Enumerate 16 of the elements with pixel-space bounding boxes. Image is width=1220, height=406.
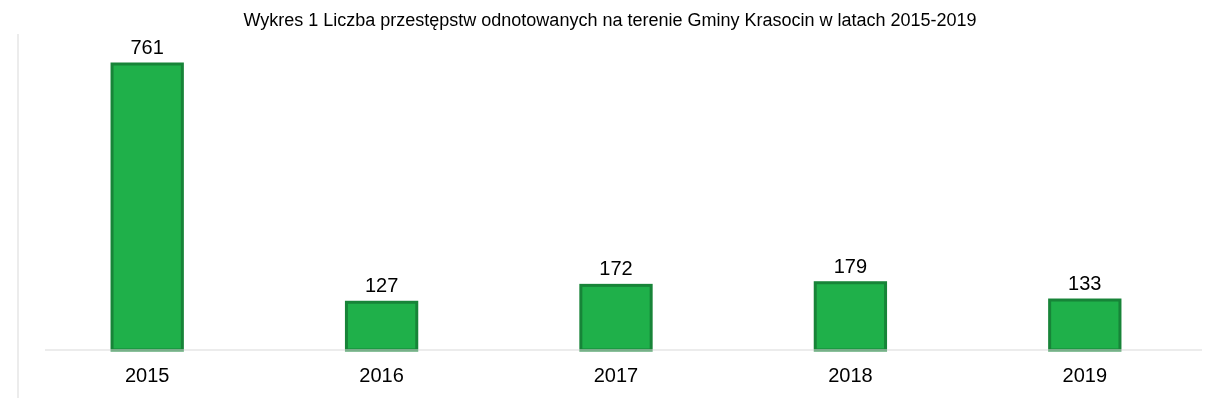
data-label: 127 (364, 274, 399, 297)
bar (110, 62, 184, 352)
x-tick-label: 2019 (1062, 364, 1108, 386)
data-label: 761 (130, 36, 164, 58)
bar (344, 300, 419, 352)
x-tick-label: 2016 (359, 364, 404, 386)
data-label: 179 (833, 254, 868, 277)
bar (1048, 298, 1122, 352)
x-tick-label: 2017 (593, 364, 639, 386)
x-tick-label: 2015 (124, 364, 170, 386)
bar (579, 283, 653, 352)
data-label: 172 (599, 257, 633, 280)
chart-title: Wykres 1 Liczba przestępstw odnotowanych na terenie Gminy Krasocin w latach 2015-2019 (243, 10, 977, 30)
x-tick-label: 2018 (828, 364, 873, 386)
bar (813, 281, 888, 352)
data-label: 133 (1068, 272, 1102, 295)
